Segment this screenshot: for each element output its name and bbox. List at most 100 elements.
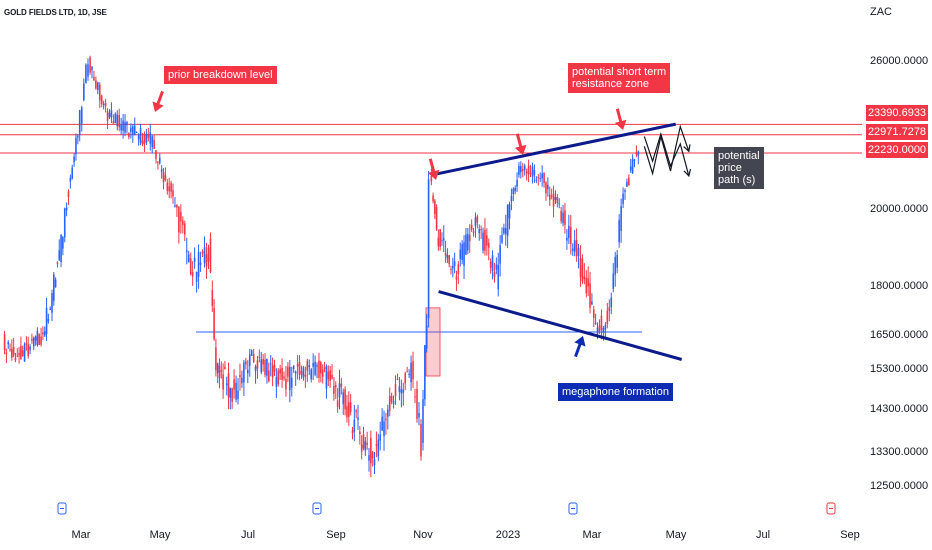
projected-path bbox=[643, 124, 690, 176]
candle-body bbox=[185, 250, 188, 253]
candle-body bbox=[618, 219, 620, 243]
candle-body bbox=[149, 132, 152, 144]
candle-body bbox=[562, 212, 564, 224]
candle-body bbox=[87, 64, 89, 77]
note-resistance-zone: potential short term resistance zone bbox=[568, 63, 671, 93]
candle-body bbox=[51, 293, 53, 313]
x-tick-label: 2023 bbox=[496, 529, 520, 541]
candle-body bbox=[604, 324, 607, 330]
candle-body bbox=[207, 247, 210, 262]
candle-body bbox=[434, 200, 436, 214]
candle-body bbox=[262, 359, 264, 365]
candle-body bbox=[489, 261, 492, 268]
candle-body bbox=[545, 182, 547, 194]
candle-body bbox=[241, 377, 243, 384]
candle-body bbox=[410, 362, 412, 383]
x-tick-label: Sep bbox=[326, 529, 346, 541]
candle-body bbox=[316, 365, 318, 367]
candle-body bbox=[183, 223, 186, 235]
candle-body bbox=[493, 272, 496, 278]
candle-body bbox=[425, 325, 428, 349]
candle-body bbox=[377, 439, 380, 457]
candle-body bbox=[375, 444, 378, 446]
candle-body bbox=[404, 373, 407, 384]
candle-body bbox=[506, 204, 509, 236]
candle-body bbox=[418, 413, 420, 418]
candle-body bbox=[166, 182, 169, 191]
candle-body bbox=[116, 114, 119, 127]
candle-body bbox=[292, 365, 295, 370]
x-tick-label: Mar bbox=[72, 529, 91, 541]
y-tick-label: 20000.0000 bbox=[870, 203, 928, 215]
candle-body bbox=[60, 234, 62, 262]
candle-body bbox=[25, 343, 28, 345]
candle-body bbox=[62, 237, 64, 249]
x-tick-label: Jul bbox=[241, 529, 255, 541]
candle-body bbox=[474, 217, 477, 226]
candle-body bbox=[497, 264, 500, 290]
candle-body bbox=[424, 345, 426, 400]
candle-body bbox=[3, 334, 6, 351]
candle-body bbox=[577, 248, 580, 257]
candle-body bbox=[275, 377, 278, 387]
candle-body bbox=[252, 354, 255, 363]
candle-body bbox=[486, 235, 488, 246]
candle-body bbox=[248, 354, 251, 366]
candle-body bbox=[294, 371, 297, 374]
candle-body bbox=[256, 360, 259, 369]
candle-body bbox=[97, 82, 99, 91]
candle-body bbox=[571, 248, 574, 251]
candle-body bbox=[75, 137, 77, 155]
candle-body bbox=[468, 234, 471, 242]
candle-body bbox=[34, 336, 37, 341]
candle-body bbox=[432, 195, 434, 202]
candle-body bbox=[298, 362, 301, 375]
candle-body bbox=[21, 350, 24, 356]
candle-body bbox=[264, 359, 266, 375]
candle-body bbox=[334, 385, 337, 388]
y-tick-label: 14300.0000 bbox=[870, 403, 928, 415]
candle-body bbox=[43, 331, 46, 336]
candle-body bbox=[560, 210, 562, 222]
candle-body bbox=[594, 323, 597, 325]
arrow-prior-breakdown bbox=[152, 90, 164, 112]
candle-body bbox=[269, 363, 272, 365]
candle-body bbox=[427, 179, 430, 319]
candle-body bbox=[448, 255, 450, 265]
candle-body bbox=[172, 190, 174, 197]
candle-body bbox=[124, 122, 126, 133]
candle-body bbox=[359, 431, 361, 435]
candle-body bbox=[31, 338, 33, 341]
candle-body bbox=[285, 378, 287, 390]
candle-body bbox=[266, 358, 268, 376]
candle-body bbox=[118, 115, 121, 128]
candle-body bbox=[155, 150, 157, 159]
candle-body bbox=[592, 309, 595, 318]
candle-body bbox=[302, 367, 305, 378]
candle-body bbox=[373, 459, 376, 466]
candle-body bbox=[598, 325, 601, 333]
candle-body bbox=[220, 370, 223, 372]
candle-body bbox=[304, 374, 307, 377]
candle-body bbox=[120, 124, 122, 131]
candle-body bbox=[504, 228, 507, 234]
candle-body bbox=[130, 127, 132, 132]
candle-body bbox=[606, 310, 609, 324]
candle-body bbox=[102, 103, 105, 105]
candle-body bbox=[331, 374, 333, 379]
candle-body bbox=[465, 234, 467, 255]
candle-body bbox=[312, 363, 314, 367]
y-tick-label: 26000.0000 bbox=[870, 55, 928, 67]
candle-body bbox=[110, 110, 113, 118]
candle-body bbox=[364, 441, 367, 451]
projected-path-arrowhead bbox=[683, 168, 692, 178]
candle-body bbox=[229, 387, 232, 398]
candle-body bbox=[197, 252, 200, 277]
candle-body bbox=[215, 347, 217, 371]
candle-body bbox=[38, 334, 41, 345]
candle-body bbox=[18, 353, 20, 356]
candle-body bbox=[518, 165, 520, 175]
candle-body bbox=[388, 395, 391, 411]
